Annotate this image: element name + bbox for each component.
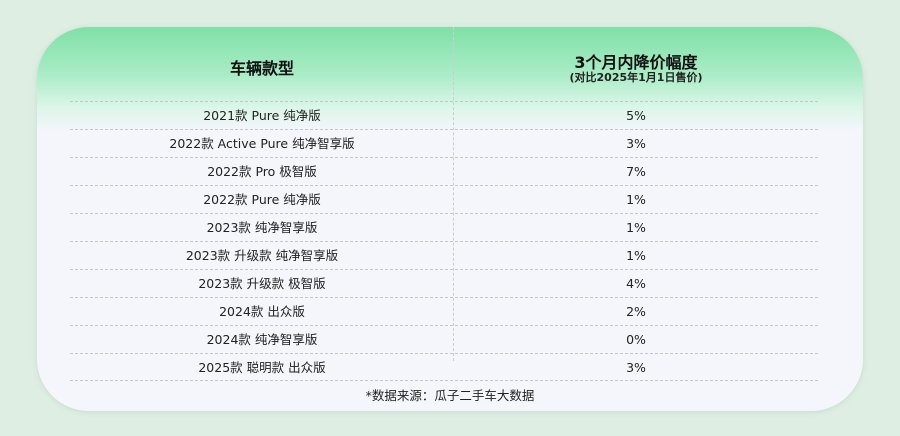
drop-cell: 1% <box>626 220 646 235</box>
table-row: 2022款 Active Pure 纯净智享版 3% <box>70 129 818 157</box>
table-row: 2021款 Pure 纯净版 5% <box>70 101 818 129</box>
header-drop-subtitle: (对比2025年1月1日售价) <box>569 71 703 84</box>
model-cell: 2025款 聪明款 出众版 <box>198 360 326 375</box>
model-cell: 2022款 Pure 纯净版 <box>203 192 321 207</box>
price-drop-table-card: 车辆款型 3个月内降价幅度 (对比2025年1月1日售价) 2021款 Pure… <box>37 27 863 411</box>
model-cell: 2023款 升级款 纯净智享版 <box>185 248 339 263</box>
model-cell: 2023款 升级款 极智版 <box>198 276 326 291</box>
model-cell: 2023款 纯净智享版 <box>206 220 318 235</box>
drop-cell: 1% <box>626 248 646 263</box>
model-cell: 2021款 Pure 纯净版 <box>203 108 321 123</box>
drop-cell: 0% <box>626 332 646 347</box>
header-drop-title: 3个月内降价幅度 <box>574 53 698 72</box>
drop-cell: 7% <box>626 164 646 179</box>
table-row: 2024款 纯净智享版 0% <box>70 325 818 353</box>
drop-cell: 2% <box>626 304 646 319</box>
table-row: 2023款 升级款 纯净智享版 1% <box>70 241 818 269</box>
table-header: 车辆款型 3个月内降价幅度 (对比2025年1月1日售价) <box>70 27 818 101</box>
model-cell: 2022款 Pro 极智版 <box>207 164 317 179</box>
table-body: 2021款 Pure 纯净版 5% 2022款 Active Pure 纯净智享… <box>70 101 818 381</box>
model-cell: 2022款 Active Pure 纯净智享版 <box>169 136 355 151</box>
drop-cell: 5% <box>626 108 646 123</box>
drop-cell: 1% <box>626 192 646 207</box>
drop-cell: 3% <box>626 136 646 151</box>
table-row: 2025款 聪明款 出众版 3% <box>70 353 818 381</box>
header-model: 车辆款型 <box>229 59 294 78</box>
drop-cell: 4% <box>626 276 646 291</box>
data-source-footnote: *数据来源：瓜子二手车大数据 <box>365 388 535 403</box>
table-row: 2023款 升级款 极智版 4% <box>70 269 818 297</box>
table-row: 2024款 出众版 2% <box>70 297 818 325</box>
model-cell: 2024款 出众版 <box>219 304 305 319</box>
table-row: 2022款 Pro 极智版 7% <box>70 157 818 185</box>
drop-cell: 3% <box>626 360 646 375</box>
model-cell: 2024款 纯净智享版 <box>206 332 318 347</box>
column-divider <box>453 27 454 361</box>
table-row: 2022款 Pure 纯净版 1% <box>70 185 818 213</box>
table-row: 2023款 纯净智享版 1% <box>70 213 818 241</box>
